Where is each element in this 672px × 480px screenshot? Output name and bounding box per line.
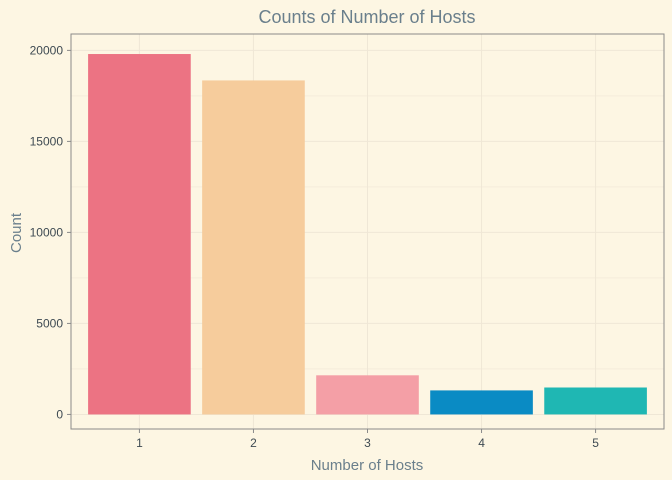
bar-1 bbox=[88, 54, 191, 415]
bar-3 bbox=[316, 375, 419, 415]
y-tick-label: 10000 bbox=[30, 225, 64, 239]
y-tick-label: 20000 bbox=[30, 43, 64, 57]
bars bbox=[88, 54, 647, 415]
y-tick-label: 5000 bbox=[36, 316, 63, 330]
x-tick-label: 5 bbox=[592, 436, 599, 450]
x-axis-ticks: 1 2 3 4 5 bbox=[136, 429, 599, 450]
bar-2 bbox=[202, 80, 305, 415]
y-tick-label: 15000 bbox=[30, 134, 64, 148]
bar-5 bbox=[544, 387, 647, 415]
x-tick-label: 1 bbox=[136, 436, 143, 450]
y-axis-ticks: 0 5000 10000 15000 20000 bbox=[30, 43, 71, 421]
x-tick-label: 4 bbox=[478, 436, 485, 450]
chart-title: Counts of Number of Hosts bbox=[258, 7, 475, 27]
bar-4 bbox=[430, 390, 533, 415]
x-tick-label: 2 bbox=[250, 436, 257, 450]
x-tick-label: 3 bbox=[364, 436, 371, 450]
y-tick-label: 0 bbox=[56, 407, 63, 421]
x-axis-title: Number of Hosts bbox=[311, 457, 424, 474]
y-axis-title: Count bbox=[8, 212, 25, 253]
